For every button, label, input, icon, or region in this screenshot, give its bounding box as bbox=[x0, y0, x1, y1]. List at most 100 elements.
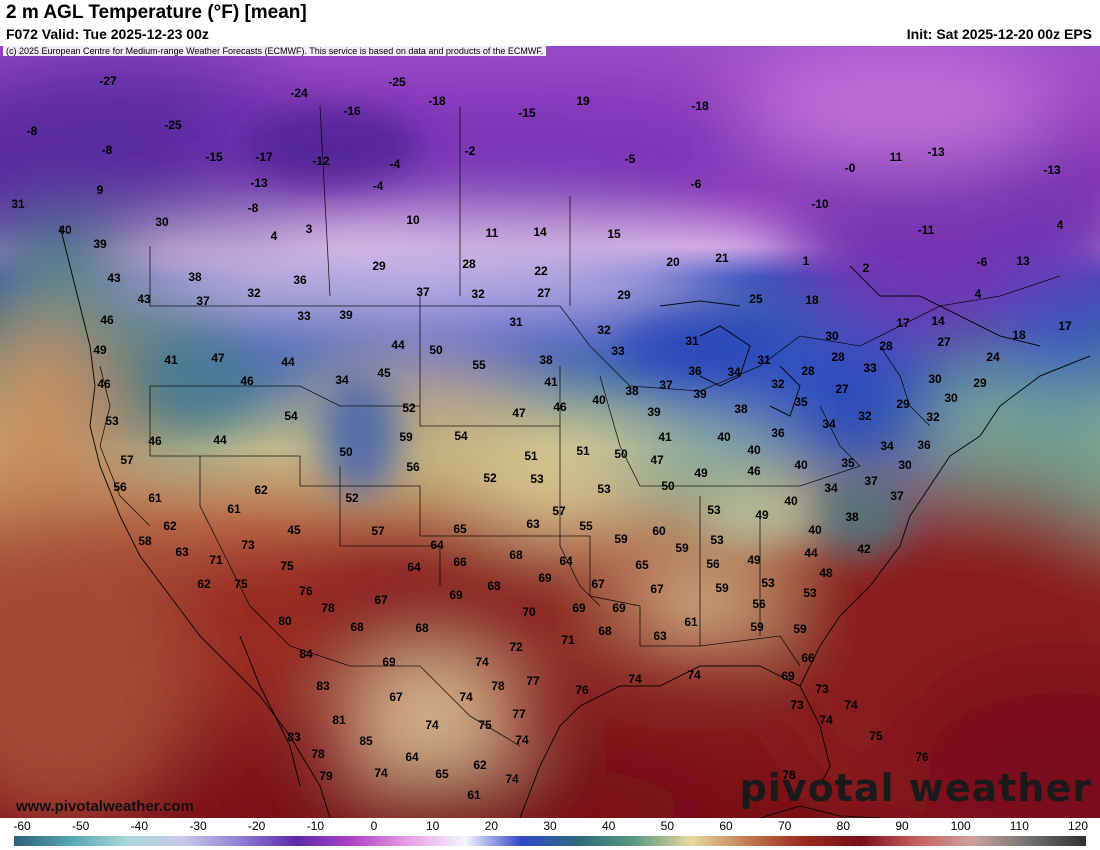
colorbar-tick-label: 50 bbox=[660, 819, 675, 833]
temperature-label: 34 bbox=[822, 417, 836, 431]
colorbar-tick-label: 60 bbox=[719, 819, 733, 833]
temperature-label: 59 bbox=[675, 541, 689, 555]
temperature-label: 77 bbox=[526, 674, 540, 688]
temperature-label: 67 bbox=[374, 593, 388, 607]
temperature-label: 11 bbox=[889, 150, 903, 164]
colorbar-tick-label: 30 bbox=[543, 819, 557, 833]
temperature-label: 74 bbox=[628, 672, 642, 686]
temperature-label: 76 bbox=[575, 683, 589, 697]
temperature-label: 32 bbox=[771, 377, 785, 391]
temperature-label: 73 bbox=[241, 538, 255, 552]
temperature-label: 29 bbox=[973, 376, 987, 390]
temperature-label: 69 bbox=[612, 601, 626, 615]
temperature-label: 30 bbox=[155, 215, 169, 229]
temperature-label: 4 bbox=[270, 229, 278, 243]
temperature-label: 43 bbox=[107, 271, 121, 285]
temperature-label: 84 bbox=[299, 647, 313, 661]
temperature-label: 49 bbox=[755, 508, 769, 522]
temperature-label: -2 bbox=[464, 144, 476, 158]
temperature-label: 36 bbox=[771, 426, 785, 440]
colorbar-gradient bbox=[14, 836, 1086, 846]
temperature-label: 14 bbox=[533, 225, 547, 239]
colorbar-tick-label: -20 bbox=[247, 819, 266, 833]
temperature-label: 38 bbox=[188, 270, 202, 284]
temperature-label: 56 bbox=[752, 597, 766, 611]
temperature-label: 76 bbox=[915, 750, 929, 764]
colorbar-tick-label: 10 bbox=[425, 819, 440, 833]
temperature-label: 55 bbox=[579, 519, 593, 533]
temperature-label: 63 bbox=[175, 545, 189, 559]
temperature-label: 37 bbox=[196, 294, 210, 308]
temperature-label: 39 bbox=[647, 405, 661, 419]
temperature-label: 30 bbox=[944, 391, 958, 405]
temperature-label: 63 bbox=[653, 629, 667, 643]
colorbar-tick-label: 110 bbox=[1009, 819, 1029, 833]
temperature-label: 4 bbox=[974, 287, 982, 301]
temperature-label: 31 bbox=[509, 315, 523, 329]
temperature-label: 34 bbox=[880, 439, 894, 453]
temperature-label: 40 bbox=[717, 430, 731, 444]
colorbar-tick-label: -40 bbox=[130, 819, 148, 833]
temperature-label: -15 bbox=[205, 150, 223, 164]
temperature-label: 50 bbox=[429, 343, 443, 357]
temperature-label: 53 bbox=[761, 576, 775, 590]
temperature-label: 36 bbox=[917, 438, 931, 452]
coastlines bbox=[59, 225, 1091, 818]
temperature-label: 62 bbox=[473, 758, 487, 772]
temperature-label: 38 bbox=[625, 384, 639, 398]
temperature-label: 65 bbox=[453, 522, 467, 536]
temperature-label: 52 bbox=[345, 491, 359, 505]
temperature-label: -16 bbox=[343, 104, 361, 118]
temperature-label: 33 bbox=[611, 344, 625, 358]
temperature-label: 46 bbox=[240, 374, 254, 388]
temperature-label: 29 bbox=[372, 259, 386, 273]
temperature-label: -5 bbox=[624, 152, 636, 166]
temperature-label: 77 bbox=[512, 707, 526, 721]
temperature-label: 40 bbox=[58, 223, 72, 237]
temperature-label: 1 bbox=[802, 254, 810, 268]
temperature-label: -18 bbox=[428, 94, 446, 108]
temperature-label: 27 bbox=[537, 286, 551, 300]
temperature-label: 53 bbox=[707, 503, 721, 517]
temperature-label: 46 bbox=[747, 464, 761, 478]
temperature-label: 39 bbox=[693, 387, 707, 401]
temperature-label: 17 bbox=[1058, 319, 1072, 333]
temperature-label: -18 bbox=[691, 99, 709, 113]
temperature-label: 69 bbox=[538, 571, 552, 585]
temperature-label: 64 bbox=[559, 554, 573, 568]
temperature-label: -13 bbox=[250, 176, 268, 190]
temperature-label: 75 bbox=[478, 718, 492, 732]
website-url[interactable]: www.pivotalweather.com bbox=[16, 798, 194, 815]
temperature-label: 4 bbox=[1056, 218, 1064, 232]
temperature-label: 74 bbox=[425, 718, 439, 732]
temperature-label: 31 bbox=[685, 334, 699, 348]
temperature-label: 32 bbox=[926, 410, 940, 424]
temperature-label: -24 bbox=[290, 86, 308, 100]
temperature-label: 78 bbox=[311, 747, 325, 761]
temperature-label: 52 bbox=[483, 471, 497, 485]
temperature-label: 62 bbox=[163, 519, 177, 533]
temperature-label: 53 bbox=[597, 482, 611, 496]
temperature-label: 69 bbox=[781, 669, 795, 683]
temperature-label: 52 bbox=[402, 401, 416, 415]
temperature-label: 22 bbox=[534, 264, 548, 278]
temperature-label: 36 bbox=[688, 364, 702, 378]
temperature-label: 66 bbox=[801, 651, 815, 665]
copyright-notice: (c) 2025 European Centre for Medium-rang… bbox=[3, 46, 547, 56]
temperature-label: 57 bbox=[552, 504, 566, 518]
temperature-map: -27 -24 -25 -18 19 -18 -16 -15 -8 -25 -8 -15 -17 -12-… bbox=[0, 46, 1100, 818]
temperature-label: -4 bbox=[389, 157, 401, 171]
temperature-label: -8 bbox=[247, 201, 259, 215]
temperature-label: 32 bbox=[471, 287, 485, 301]
temperature-label: -6 bbox=[976, 255, 988, 269]
temperature-label: 69 bbox=[572, 601, 586, 615]
temperature-label: 83 bbox=[316, 679, 330, 693]
temperature-label: 34 bbox=[335, 373, 349, 387]
map-header: 2 m AGL Temperature (°F) [mean] F072 Val… bbox=[0, 0, 1100, 46]
temperature-label: 85 bbox=[359, 734, 373, 748]
temperature-label: 58 bbox=[138, 534, 152, 548]
temperature-label: 30 bbox=[898, 458, 912, 472]
temperature-field bbox=[0, 46, 1100, 818]
temperature-label: 32 bbox=[858, 409, 872, 423]
temperature-label: 36 bbox=[293, 273, 307, 287]
